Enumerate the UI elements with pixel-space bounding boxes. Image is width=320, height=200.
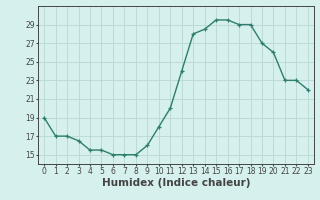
X-axis label: Humidex (Indice chaleur): Humidex (Indice chaleur) [102, 178, 250, 188]
